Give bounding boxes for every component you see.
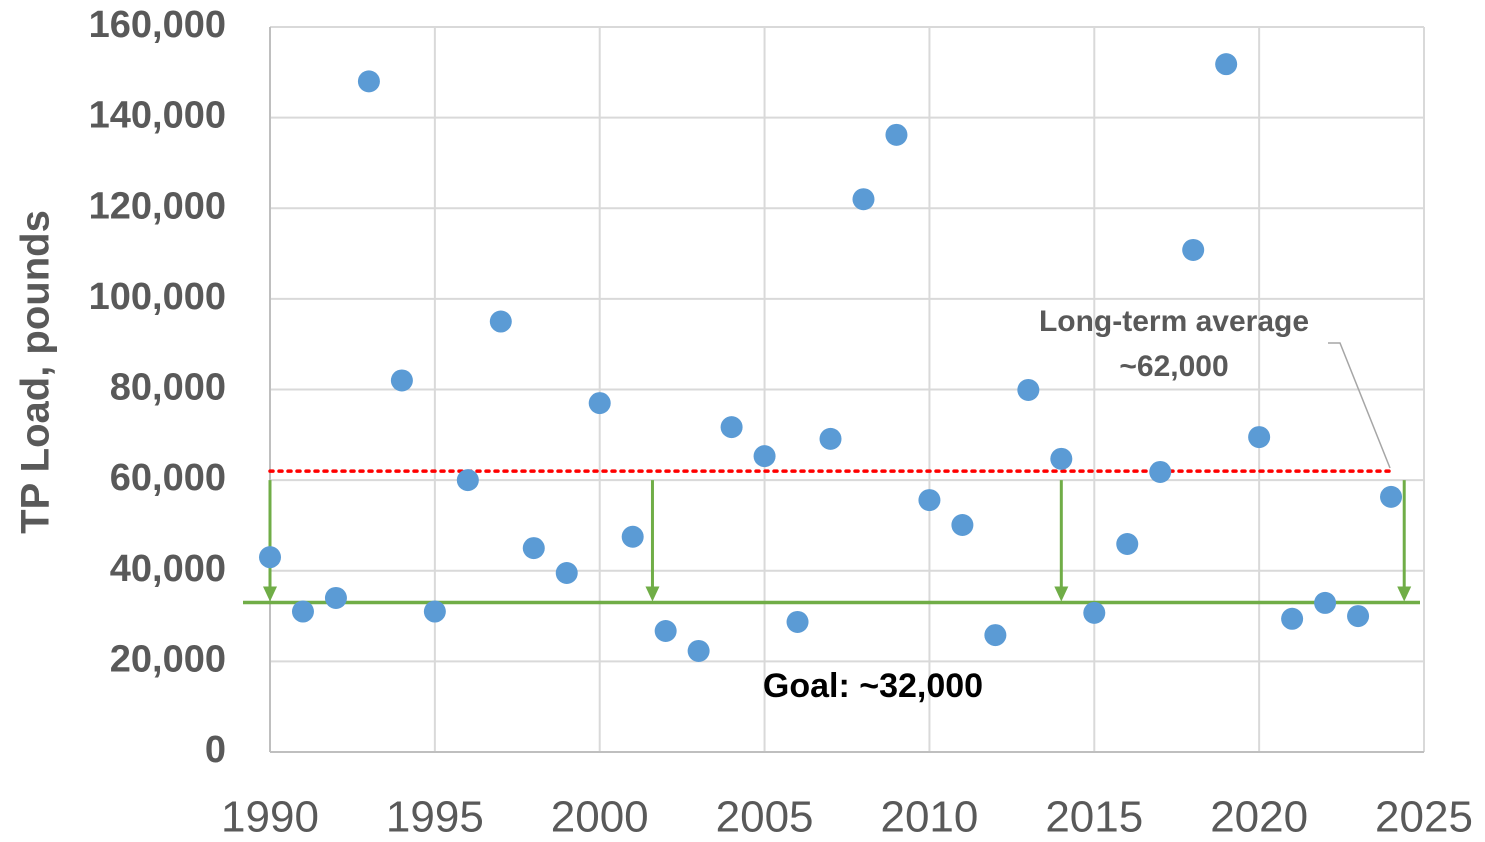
point xyxy=(324,586,347,609)
point xyxy=(423,600,446,623)
point xyxy=(654,620,677,643)
point xyxy=(918,489,941,512)
point xyxy=(720,416,743,439)
x-tick-label: 2000 xyxy=(551,793,649,842)
point xyxy=(951,513,974,536)
point xyxy=(687,639,710,662)
point xyxy=(1380,485,1403,508)
arrow-head xyxy=(263,586,277,602)
arrow-head xyxy=(1397,586,1412,602)
point xyxy=(786,610,809,633)
point xyxy=(753,445,776,468)
y-axis-label: TP Load, pounds xyxy=(14,210,58,534)
y-tick-label: 60,000 xyxy=(110,457,226,499)
goal-label: Goal: ~32,000 xyxy=(763,667,983,705)
average-label: Long-term average xyxy=(1039,305,1309,338)
point xyxy=(1050,447,1073,470)
y-tick-label: 160,000 xyxy=(89,4,226,46)
point xyxy=(819,427,842,450)
point xyxy=(1182,238,1205,261)
x-tick-label: 2025 xyxy=(1375,793,1473,842)
x-tick-label: 1990 xyxy=(221,793,319,842)
point xyxy=(390,369,413,392)
y-tick-label: 80,000 xyxy=(110,367,226,409)
point xyxy=(291,600,314,623)
point xyxy=(259,546,281,569)
point xyxy=(357,70,380,93)
average-label: ~62,000 xyxy=(1119,350,1228,383)
arrow-head xyxy=(1054,586,1069,602)
point xyxy=(1248,426,1271,449)
point xyxy=(522,537,545,560)
x-tick-label: 2020 xyxy=(1210,793,1308,842)
point xyxy=(1314,591,1337,614)
arrow-head xyxy=(645,586,660,602)
point xyxy=(588,392,611,415)
y-tick-label: 100,000 xyxy=(89,276,226,318)
point xyxy=(885,123,908,146)
point xyxy=(489,310,512,333)
point xyxy=(852,188,875,211)
point xyxy=(1149,460,1172,483)
point xyxy=(1281,607,1304,630)
y-tick-label: 20,000 xyxy=(110,638,226,680)
y-tick-label: 40,000 xyxy=(110,548,226,590)
point xyxy=(621,525,644,548)
point xyxy=(1116,533,1139,556)
y-tick-label: 120,000 xyxy=(89,185,226,227)
leader-line xyxy=(1328,342,1391,469)
point xyxy=(1083,601,1106,624)
x-tick-label: 2010 xyxy=(880,793,978,842)
y-tick-label: 0 xyxy=(205,729,226,771)
point xyxy=(1215,53,1238,76)
point xyxy=(1017,378,1040,401)
x-tick-label: 2005 xyxy=(716,793,814,842)
point xyxy=(456,469,479,492)
point xyxy=(984,624,1007,647)
x-tick-label: 2015 xyxy=(1045,793,1143,842)
y-tick-label: 140,000 xyxy=(89,95,226,137)
point xyxy=(1347,605,1370,628)
point xyxy=(555,562,578,585)
x-tick-label: 1995 xyxy=(386,793,484,842)
